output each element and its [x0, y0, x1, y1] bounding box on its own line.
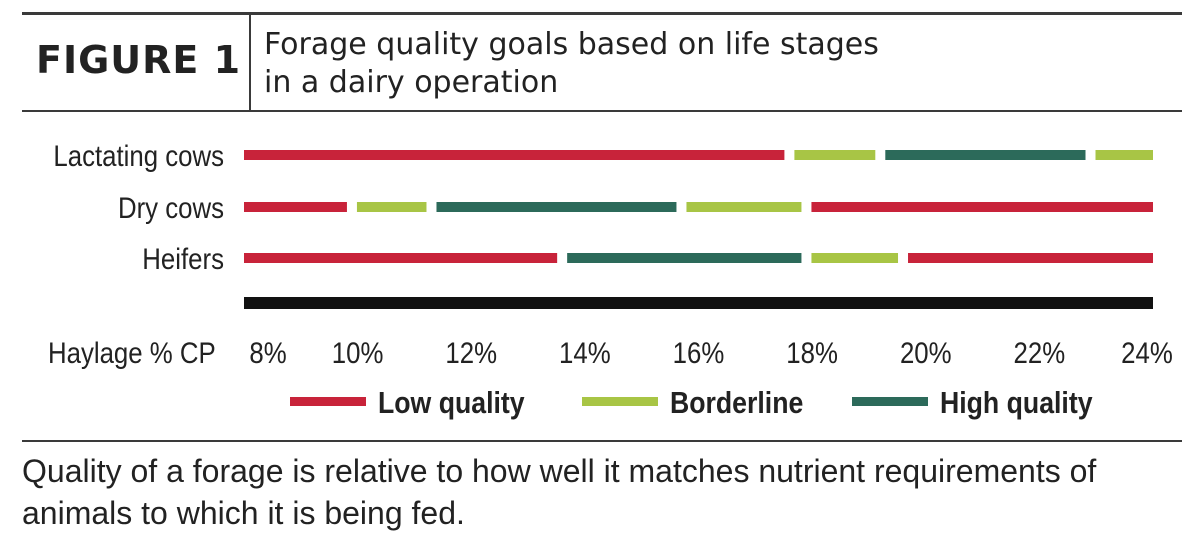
top-rule [22, 12, 1182, 15]
row-label-dry-cows: Dry cows [118, 191, 224, 224]
x-tick-label: 10% [332, 336, 384, 369]
bar-segment-lactating-cows-borderline [1095, 150, 1153, 160]
legend-label-borderline: Borderline [670, 386, 803, 420]
row-label-lactating-cows: Lactating cows [53, 139, 224, 172]
bar-segment-dry-cows-borderline [686, 202, 802, 212]
bar-segment-heifers-high-quality [567, 253, 802, 263]
bar-segment-dry-cows-borderline [356, 202, 427, 212]
bar-segment-heifers-low-quality [908, 253, 1153, 263]
x-axis-label: Haylage % CP [48, 336, 216, 369]
figure-title-line-1: Forage quality goals based on life stage… [264, 27, 879, 62]
figure-title-line-2: in a dairy operation [264, 65, 559, 100]
legend-swatch-high-quality [852, 397, 928, 406]
header-bottom-rule [22, 110, 1182, 112]
x-tick-label: 24% [1121, 336, 1173, 369]
bar-segment-dry-cows-low-quality [811, 202, 1153, 212]
bar-segment-lactating-cows-borderline [794, 150, 876, 160]
bar-segment-heifers-borderline [811, 253, 899, 263]
caption-rule [22, 440, 1182, 442]
bar-segment-lactating-cows-low-quality [244, 150, 785, 160]
x-tick-label: 22% [1014, 336, 1066, 369]
legend-label-low-quality: Low quality [378, 386, 525, 420]
bar-segment-dry-cows-high-quality [436, 202, 677, 212]
figure-title: Forage quality goals based on life stage… [264, 26, 1144, 102]
figure-caption: Quality of a forage is relative to how w… [22, 450, 1182, 534]
forage-quality-chart: Lactating cows Dry cows Heifers Haylage % C… [48, 139, 1173, 420]
header-divider [249, 14, 251, 111]
bar-segment-dry-cows-low-quality [244, 202, 347, 212]
legend-swatch-borderline [582, 397, 658, 406]
bar-segment-lactating-cows-high-quality [885, 150, 1086, 160]
x-axis-line [244, 297, 1153, 309]
x-tick-label: 8% [249, 336, 286, 369]
x-tick-label: 20% [900, 336, 952, 369]
x-tick-label: 14% [559, 336, 611, 369]
bar-segment-heifers-low-quality [244, 253, 558, 263]
legend-label-high-quality: High quality [940, 386, 1093, 420]
caption-line-1: Quality of a forage is relative to how w… [22, 453, 1097, 489]
row-label-heifers: Heifers [142, 242, 224, 275]
figure-label: FIGURE 1 [36, 38, 242, 82]
x-tick-label: 18% [786, 336, 838, 369]
x-tick-label: 12% [445, 336, 497, 369]
caption-line-2: animals to which it is being fed. [22, 495, 465, 531]
legend-swatch-low-quality [290, 397, 366, 406]
x-tick-label: 16% [673, 336, 725, 369]
